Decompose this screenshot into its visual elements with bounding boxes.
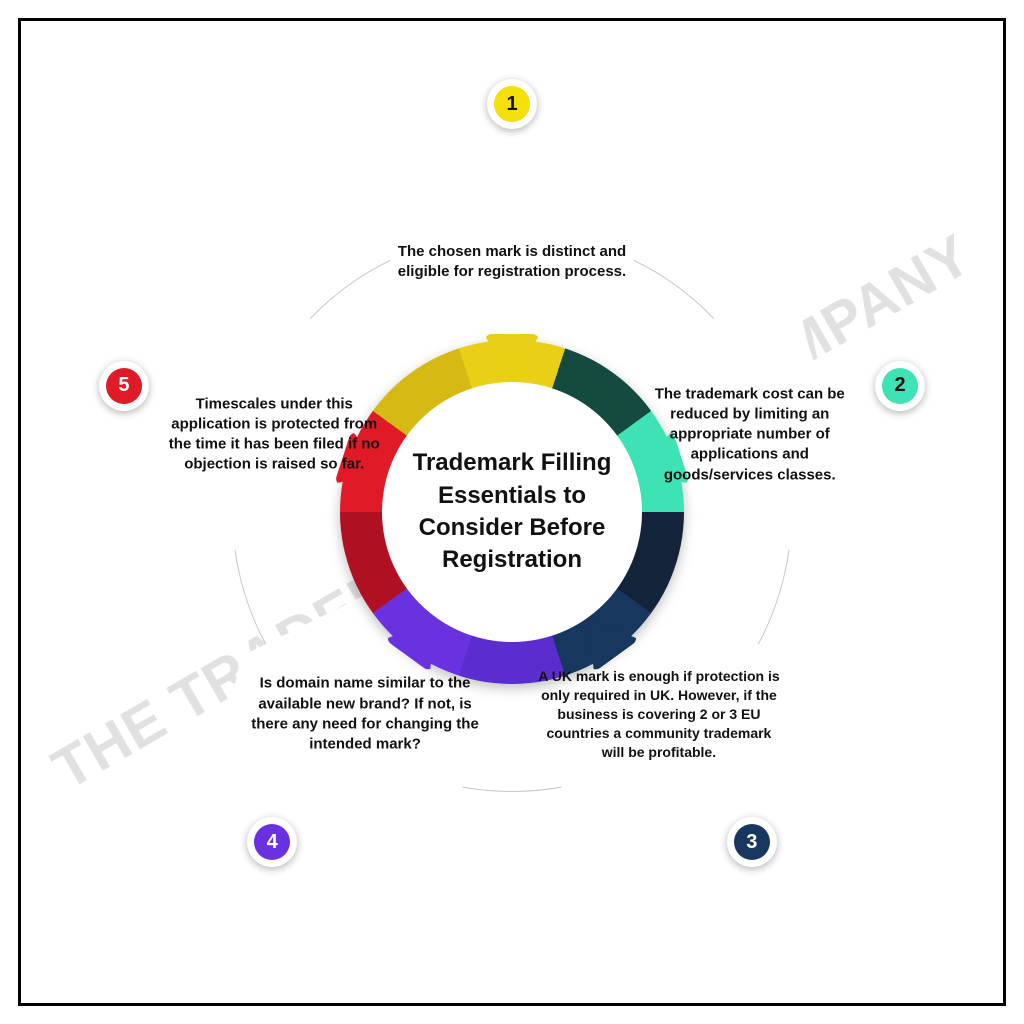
badge-number-3: 3 <box>734 824 770 860</box>
petal-text-3: A UK mark is enough if protection is onl… <box>534 667 784 761</box>
center-circle: Trademark Filling Essentials to Consider… <box>382 382 642 642</box>
badge-number-2: 2 <box>882 368 918 404</box>
badge-2: 2 <box>875 361 925 411</box>
badge-3: 3 <box>727 817 777 867</box>
petal-text-1: The chosen mark is distinct and eligible… <box>397 242 627 283</box>
petal-text-4: Is domain name similar to the available … <box>250 674 480 755</box>
petal-text-content-4: Is domain name similar to the available … <box>250 674 480 755</box>
petal-text-content-3: A UK mark is enough if protection is onl… <box>534 667 784 761</box>
badge-number-5: 5 <box>106 368 142 404</box>
badge-number-4: 4 <box>254 824 290 860</box>
diagram-root: Trademark Filling Essentials to Consider… <box>52 52 972 972</box>
badge-5: 5 <box>99 361 149 411</box>
badge-4: 4 <box>247 817 297 867</box>
petal-text-content-5: Timescales under this application is pro… <box>159 394 389 475</box>
petal-text-5: Timescales under this application is pro… <box>159 394 389 475</box>
petal-text-2: The trademark cost can be reduced by lim… <box>635 384 865 485</box>
petal-text-content-1: The chosen mark is distinct and eligible… <box>397 242 627 283</box>
badge-number-1: 1 <box>494 86 530 122</box>
badge-1: 1 <box>487 79 537 129</box>
petal-text-content-2: The trademark cost can be reduced by lim… <box>635 384 865 485</box>
center-title: Trademark Filling Essentials to Consider… <box>406 447 618 577</box>
